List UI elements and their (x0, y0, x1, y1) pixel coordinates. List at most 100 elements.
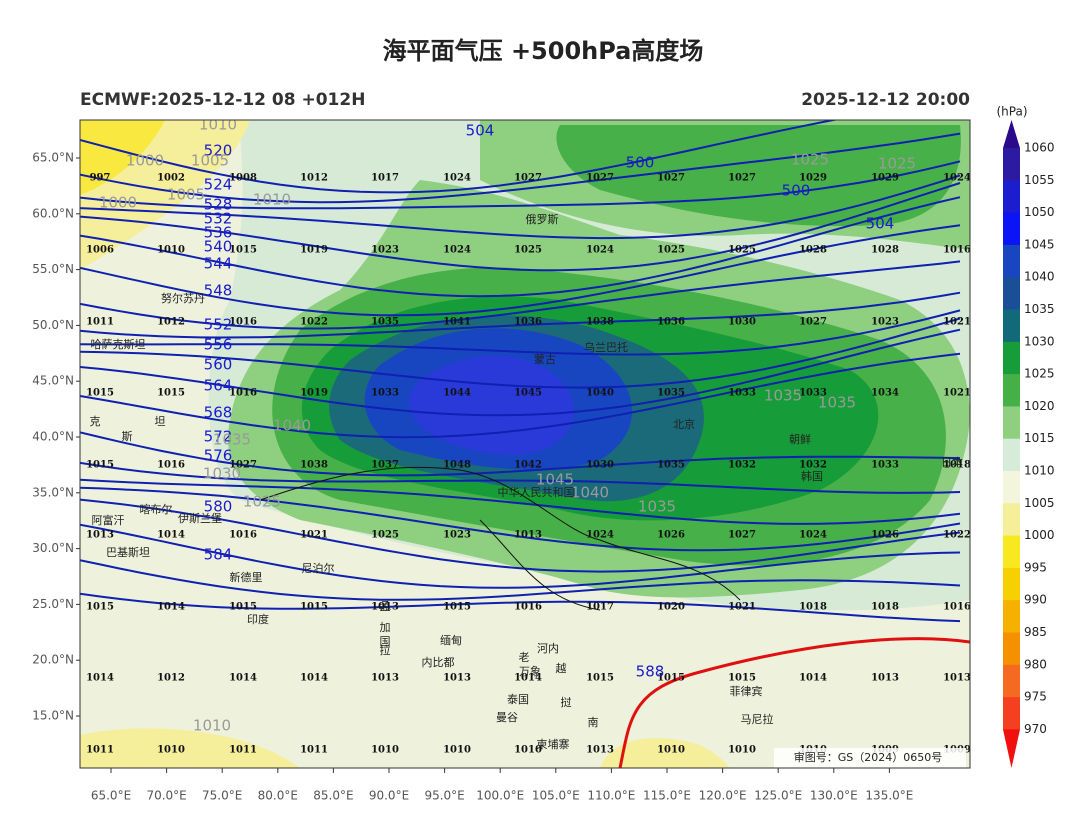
place-name: 内比都 (422, 655, 455, 669)
place-name: 老 (519, 651, 530, 664)
station-pressure: 1024 (799, 530, 827, 541)
colorbar: (hPa) 1060 1055 1050 1045 1040 1035 1030 1025 102… (996, 105, 1055, 768)
isobar-label: 1025 (243, 493, 281, 511)
station-pressure: 1027 (657, 173, 685, 184)
place-name: 挝 (561, 695, 572, 709)
station-pressure: 1014 (799, 673, 827, 684)
height-label: 572 (204, 428, 233, 446)
colorbar-box (1003, 244, 1020, 278)
height-label: 504 (866, 215, 895, 233)
lat-label: 60.0°N (32, 206, 74, 220)
place-name: 拉 (380, 643, 391, 657)
contour-line (80, 196, 961, 298)
station-pressure: 1013 (943, 673, 971, 684)
station-pressure: 1037 (371, 460, 399, 471)
station-pressure: 1027 (728, 530, 756, 541)
station-pressure: 1033 (871, 460, 899, 471)
colorbar-box (1003, 664, 1020, 698)
station-pressure: 1036 (514, 317, 542, 328)
colorbar-label: 1055 (1024, 173, 1055, 187)
contour-line (80, 160, 961, 210)
station-pressure: 1044 (443, 388, 471, 399)
station-pressure: 1036 (657, 317, 685, 328)
isobar-label: 1005 (167, 186, 205, 204)
colorbar-box (1003, 341, 1020, 375)
borders (259, 466, 741, 611)
station-pressure: 1025 (371, 530, 399, 541)
lat-label: 20.0°N (32, 653, 74, 667)
place-name: 国 (380, 635, 391, 648)
contour-line (80, 224, 961, 317)
colorbar-label: 1020 (1024, 399, 1055, 413)
colorbar-box (1003, 503, 1020, 537)
station-pressure: 1013 (514, 530, 542, 541)
station-pressure: 1048 (443, 460, 471, 471)
colorbar-box (1003, 632, 1020, 666)
isobar-label: 1030 (203, 465, 241, 483)
colorbar-box (1003, 148, 1020, 181)
station-pressure: 1010 (157, 245, 185, 256)
height-label: 588 (636, 663, 665, 681)
colorbar-label: 975 (1024, 690, 1047, 704)
colorbar-label: 1000 (1024, 528, 1055, 542)
height-label: 552 (204, 316, 233, 334)
station-pressure: 1016 (943, 602, 971, 613)
place-name: 孟 (380, 600, 391, 613)
lat-label: 45.0°N (32, 374, 74, 388)
height-label: 524 (204, 176, 233, 194)
contour-line (80, 309, 961, 356)
station-pressure: 1010 (728, 745, 756, 756)
height-label: 504 (466, 122, 495, 140)
station-pressure: 1015 (657, 673, 685, 684)
station-pressure: 1015 (586, 673, 614, 684)
lon-label: 90.0°E (369, 789, 409, 803)
station-pressure: 1045 (514, 388, 542, 399)
station-pressure: 1013 (871, 673, 899, 684)
title: 海平面气压 +500hPa高度场 (383, 37, 704, 65)
station-pressure: 1042 (514, 460, 542, 471)
contour-line (80, 478, 961, 525)
station-pressure: 1012 (157, 673, 185, 684)
place-name: 克 (90, 415, 101, 428)
contour-line (80, 174, 961, 240)
station-pressure: 1013 (86, 530, 114, 541)
station-pressure: 1016 (229, 317, 257, 328)
station-pressure: 1016 (157, 460, 185, 471)
place-name: 缅甸 (440, 633, 462, 647)
station-pressure: 1025 (514, 245, 542, 256)
contour-line (80, 291, 961, 339)
contour-588 (618, 637, 970, 768)
station-pressure: 1035 (657, 388, 685, 399)
isobar-label: 1010 (199, 116, 237, 134)
colorbar-label: 1015 (1024, 431, 1055, 445)
station-pressure: 1032 (799, 460, 827, 471)
isobar-label: 1025 (791, 151, 829, 169)
station-pressure: 1027 (514, 173, 542, 184)
station-pressure: 1015 (86, 460, 114, 471)
station-pressure: 1015 (443, 602, 471, 613)
height-label: 576 (204, 447, 233, 465)
place-name: 南 (588, 716, 599, 729)
isobar-label: 1040 (571, 484, 609, 502)
height-label: 584 (204, 546, 233, 564)
isobar-label: 1040 (273, 417, 311, 435)
station-pressure: 1023 (871, 317, 899, 328)
lon-label: 115.0°E (643, 789, 691, 803)
station-pressure: 1035 (371, 317, 399, 328)
lat-label: 15.0°N (32, 709, 74, 723)
place-name: 俄罗斯 (526, 213, 559, 226)
lon-label: 120.0°E (699, 789, 747, 803)
lat-label: 30.0°N (32, 541, 74, 555)
colorbar-label: 1005 (1024, 496, 1055, 510)
colorbar-box (1003, 374, 1020, 407)
footer-bg (774, 748, 966, 768)
place-name: 喀布尔 (140, 503, 173, 516)
place-name: 努尔苏丹 (161, 291, 205, 305)
contour-line (80, 486, 961, 552)
station-pressure: 1021 (300, 530, 328, 541)
height-label: 532 (204, 210, 233, 228)
station-pressure: 1024 (943, 173, 971, 184)
colorbar-label: 995 (1024, 560, 1047, 574)
colorbar-label: 980 (1024, 657, 1047, 671)
